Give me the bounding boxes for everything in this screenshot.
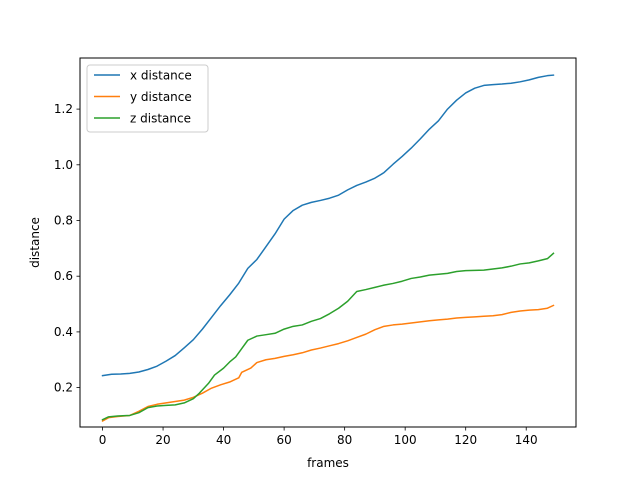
x-axis-label: frames [307,456,349,470]
x-tick-label: 40 [216,433,231,447]
y-tick-label: 0.6 [54,269,73,283]
legend-label-0: x distance [130,69,192,83]
x-tick-label: 0 [99,433,107,447]
x-tick-label: 80 [337,433,352,447]
legend-label-2: z distance [130,112,191,126]
y-tick-label: 0.8 [54,213,73,227]
x-tick-label: 100 [394,433,417,447]
y-tick-label: 1.0 [54,158,73,172]
legend: x distance y distance z distance [86,64,209,133]
series-line-0 [101,74,555,377]
x-tick-label: 120 [454,433,477,447]
legend-label-1: y distance [130,90,192,104]
x-ticks: 0 20 40 60 80 100 120 140 [99,427,538,447]
series-line-1 [101,304,555,423]
plot-frame [79,57,577,428]
y-axis-label: distance [28,217,42,268]
y-tick-label: 0.2 [54,381,73,395]
series-layer [101,74,555,423]
y-ticks: 0.2 0.4 0.6 0.8 1.0 1.2 [54,102,80,395]
series-line-2 [101,252,555,421]
y-tick-label: 0.4 [54,325,73,339]
y-tick-label: 1.2 [54,102,73,116]
x-tick-label: 140 [515,433,538,447]
x-tick-label: 20 [155,433,170,447]
legend-box [86,64,209,133]
x-tick-label: 60 [276,433,291,447]
